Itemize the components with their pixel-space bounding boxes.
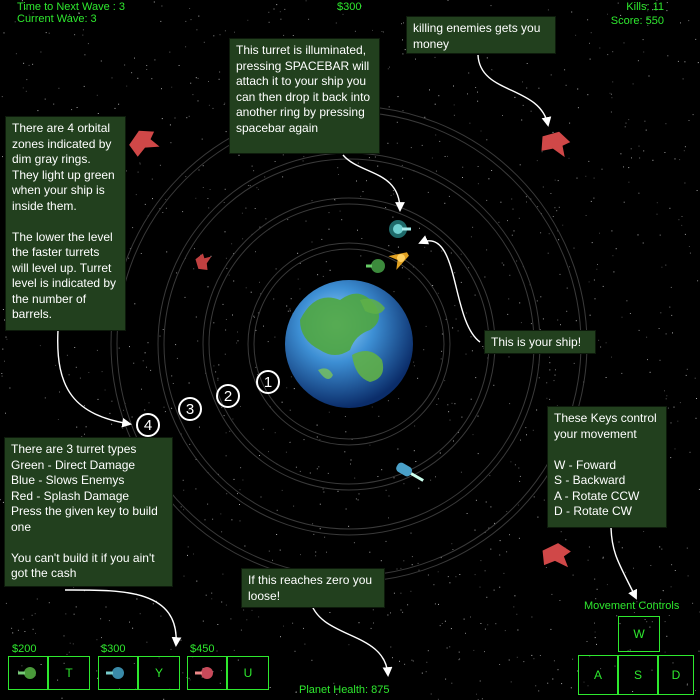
tooltip-kill-money: killing enemies gets you money — [406, 16, 556, 54]
key-w[interactable]: W — [618, 616, 660, 652]
planet — [285, 280, 413, 408]
shop-price-blue: $300 — [101, 643, 126, 655]
turret-illuminated[interactable] — [389, 220, 411, 238]
planet-health: Planet Health: 875 — [299, 684, 390, 696]
shop-key-y[interactable]: Y — [138, 656, 180, 690]
time-to-next-wave: Time to Next Wave : 3 — [17, 1, 125, 13]
current-wave: Current Wave: 3 — [17, 13, 97, 25]
shop-turret-green-icon — [18, 667, 36, 679]
shop-key-u[interactable]: U — [227, 656, 269, 690]
shop-turret-blue-icon — [106, 667, 124, 679]
ring-number-1: 1 — [256, 370, 280, 394]
shop-turret-red-icon — [195, 667, 213, 679]
shop-slot-red-icon[interactable] — [187, 656, 227, 690]
enemy-ship — [541, 131, 571, 158]
key-d[interactable]: D — [658, 655, 694, 695]
ring-number-3: 3 — [178, 397, 202, 421]
enemy-ship — [195, 253, 212, 271]
money-display: $300 — [337, 1, 362, 13]
shop-slot-green-icon[interactable] — [8, 656, 48, 690]
enemy-ship — [129, 130, 160, 157]
enemy-ship — [542, 543, 571, 568]
tooltip-orbital-zones: There are 4 orbital zones indicated by d… — [5, 116, 126, 331]
shop-key-t[interactable]: T — [48, 656, 90, 690]
ring-number-2: 2 — [216, 384, 240, 408]
tooltip-arrows — [57, 54, 637, 677]
score-display: Score: 550 — [610, 15, 664, 27]
turret-green[interactable] — [366, 259, 385, 273]
orbital-ring-1 — [253, 248, 445, 440]
shop-price-red: $450 — [190, 643, 215, 655]
key-s[interactable]: S — [618, 655, 658, 695]
tooltip-movement-keys: These Keys control your movement W - Fow… — [547, 406, 667, 528]
key-a[interactable]: A — [578, 655, 618, 695]
shop-price-green: $200 — [12, 643, 37, 655]
tooltip-your-ship: This is your ship! — [484, 330, 596, 354]
shop-slot-blue-icon[interactable] — [98, 656, 138, 690]
player-ship[interactable] — [388, 247, 412, 270]
ring-number-4: 4 — [136, 413, 160, 437]
tooltip-turret-illuminated: This turret is illuminated, pressing SPA… — [229, 38, 380, 154]
tooltip-turret-types: There are 3 turret types Green - Direct … — [4, 437, 173, 587]
kills-counter: Kills: 11 — [626, 1, 664, 13]
turret-blue[interactable] — [395, 461, 426, 485]
movement-controls-title: Movement Controls — [584, 600, 680, 612]
tooltip-planet-zero: If this reaches zero you loose! — [241, 568, 385, 608]
orbital-ring-1-inner — [247, 242, 451, 446]
